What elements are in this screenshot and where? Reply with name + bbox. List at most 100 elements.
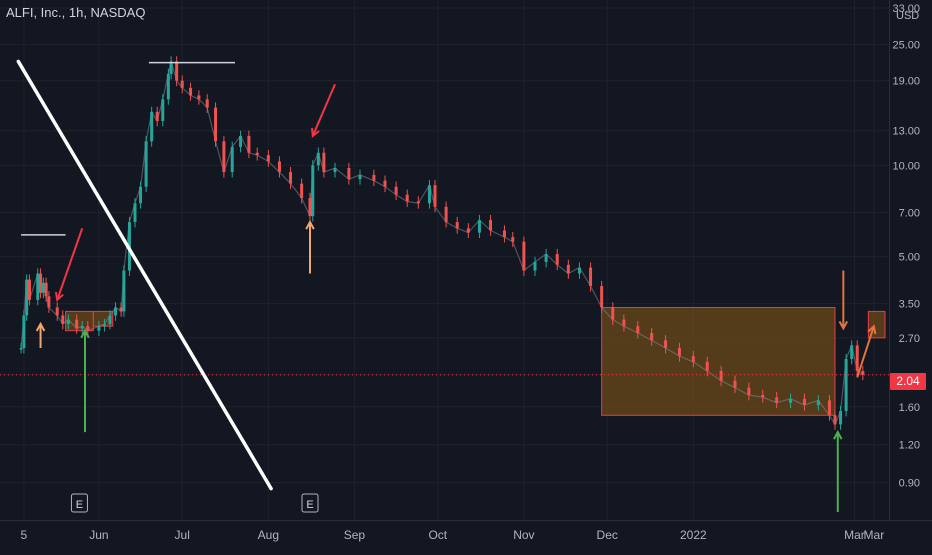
candle-body (150, 111, 154, 142)
candle-body (22, 315, 26, 348)
y-tick-label: 13.00 (892, 126, 920, 138)
candle-body (566, 264, 570, 274)
orange-arrow-mar-head (867, 324, 877, 335)
orange-arrow-may-head (35, 321, 46, 332)
y-tick-label: 7.00 (899, 207, 920, 219)
candle-body (816, 400, 820, 406)
candle-body (611, 307, 615, 320)
x-tick-label: Nov (513, 528, 534, 542)
candle-body (19, 347, 23, 350)
candle-body (102, 323, 106, 327)
candle-body (289, 172, 293, 184)
candle-body (61, 315, 65, 324)
orange-arrow-may (35, 321, 46, 348)
candle-body (41, 282, 45, 293)
candle-body (416, 201, 420, 204)
candle-body (230, 146, 234, 173)
candle-body (394, 186, 398, 195)
candle-body (75, 319, 79, 329)
candle-body (850, 345, 854, 359)
x-tick-label: Mar (844, 528, 865, 542)
candle-body (511, 237, 515, 242)
candle-body (133, 203, 137, 223)
red-arrow-may-shaft (56, 227, 84, 301)
candle-body (222, 141, 226, 173)
candle-body (789, 398, 793, 403)
candle-body (308, 198, 312, 217)
candle-body (114, 307, 118, 316)
candle-body (316, 152, 320, 166)
candle-body (36, 273, 40, 300)
x-tick-label: Jul (175, 528, 190, 542)
candle-body (108, 315, 112, 324)
y-tick-label: 3.50 (899, 299, 920, 311)
candle-body (855, 345, 859, 371)
candle-body (358, 174, 362, 180)
orange-arrow-mar-shaft (856, 325, 875, 378)
price-axis-divider (889, 0, 890, 520)
red-arrow-may-head (54, 291, 64, 302)
candle-body (205, 99, 209, 108)
candle-body (155, 111, 159, 121)
y-tick-label: 25.00 (892, 40, 920, 52)
candle-body (691, 356, 695, 362)
x-tick-label: 2022 (680, 528, 707, 542)
candle-body (444, 206, 448, 223)
candle-body (747, 387, 751, 395)
candle-body (322, 152, 326, 173)
candle-body (180, 80, 184, 88)
x-tick-label: Sep (344, 528, 366, 542)
candle-body (144, 141, 148, 187)
candle-body (839, 410, 843, 425)
candle-body (247, 135, 251, 153)
x-tick-label: 5 (21, 528, 28, 542)
candle-body (477, 220, 481, 233)
drawn-trendline (16, 59, 273, 491)
candle-body (489, 220, 493, 231)
candle-body (533, 262, 537, 271)
candle-body (827, 400, 831, 416)
red-arrow-aug-shaft (311, 83, 336, 137)
candle-body (86, 326, 90, 331)
orange-arrow-mar (856, 324, 877, 378)
candle-body (622, 319, 626, 327)
last-price-tag: 2.04 (890, 373, 926, 390)
green-arrow-may-head (80, 328, 90, 339)
candle-body (255, 152, 259, 156)
red-arrow-may (54, 227, 84, 302)
candle-body (169, 61, 173, 74)
candle-body (25, 279, 29, 316)
candle-body (214, 107, 218, 142)
red-arrow-aug (311, 83, 336, 138)
candle-body (433, 185, 437, 207)
candle-body (502, 230, 506, 238)
candle-body (277, 161, 281, 173)
y-tick-label: 10.00 (892, 160, 920, 172)
orange-arrow-feb (838, 270, 849, 331)
y-tick-label: 5.00 (899, 252, 920, 264)
time-axis-divider (0, 520, 932, 521)
candle-body (44, 282, 48, 297)
candle-body (347, 167, 351, 180)
candle-body (311, 165, 315, 217)
candle-body (47, 296, 51, 308)
x-tick-label: Dec (597, 528, 618, 542)
candle-body (844, 358, 848, 411)
currency-label: USD (896, 10, 920, 22)
candle-body (383, 180, 387, 187)
x-tick-label: Mar (864, 528, 885, 542)
earnings-marker-label: E (306, 499, 313, 511)
earnings-marker-box (301, 493, 319, 513)
candle-body (455, 222, 459, 229)
green-arrow-feb-head (833, 430, 843, 440)
candle-body (300, 183, 304, 199)
candle-body (664, 340, 668, 348)
candle-body (189, 87, 193, 96)
candle-body (161, 99, 165, 121)
y-tick-label: 19.00 (892, 76, 920, 88)
candle-body (139, 186, 143, 204)
highlight-box-decline (601, 306, 836, 416)
y-tick-label: 33.00 (892, 3, 920, 15)
